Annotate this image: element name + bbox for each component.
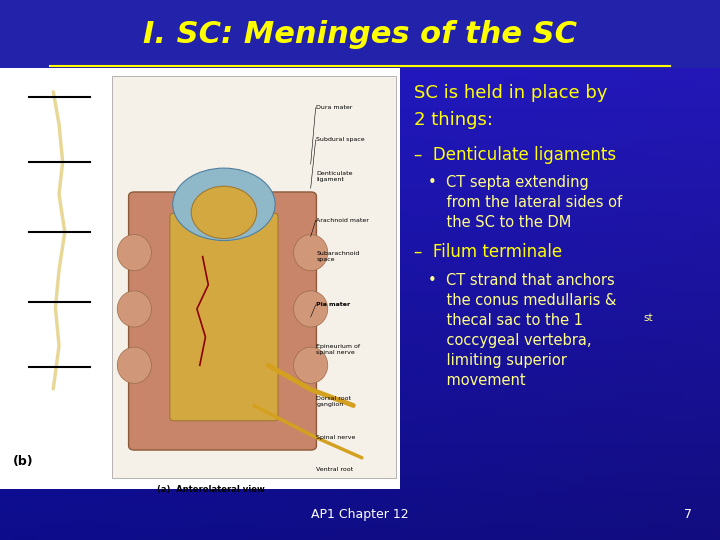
Text: 7: 7: [683, 508, 692, 521]
Ellipse shape: [294, 291, 328, 327]
Ellipse shape: [117, 347, 151, 383]
Text: Spinal nerve: Spinal nerve: [316, 435, 356, 440]
FancyBboxPatch shape: [129, 192, 317, 450]
Text: Subarachnoid
space: Subarachnoid space: [316, 251, 360, 262]
Ellipse shape: [294, 234, 328, 271]
Text: –  Filum terminale: – Filum terminale: [414, 243, 562, 261]
Text: AP1 Chapter 12: AP1 Chapter 12: [311, 508, 409, 521]
Text: movement: movement: [428, 373, 526, 388]
Text: coccygeal vertebra,: coccygeal vertebra,: [428, 333, 592, 348]
Text: 2 things:: 2 things:: [414, 111, 493, 129]
Bar: [112, 76, 396, 478]
Text: (b): (b): [13, 455, 34, 468]
Text: Arachnoid mater: Arachnoid mater: [316, 218, 369, 223]
Ellipse shape: [294, 347, 328, 383]
Text: I. SC: Meninges of the SC: I. SC: Meninges of the SC: [143, 19, 577, 49]
Text: Dura mater: Dura mater: [316, 105, 353, 110]
Ellipse shape: [117, 234, 151, 271]
Text: limiting superior: limiting superior: [428, 353, 567, 368]
Text: (a)  Anterolateral view: (a) Anterolateral view: [157, 485, 265, 494]
Text: thecal sac to the 1: thecal sac to the 1: [428, 313, 583, 328]
Text: –  Denticulate ligaments: – Denticulate ligaments: [414, 146, 616, 164]
Text: Dorsal root
ganglion: Dorsal root ganglion: [316, 396, 351, 407]
Ellipse shape: [117, 291, 151, 327]
Text: Pia mater: Pia mater: [316, 302, 351, 307]
Ellipse shape: [192, 186, 256, 239]
Text: Epineurium of
spinal nerve: Epineurium of spinal nerve: [316, 344, 361, 355]
Text: •  CT septa extending: • CT septa extending: [428, 176, 589, 191]
Text: the conus medullaris &: the conus medullaris &: [428, 293, 617, 308]
Bar: [0, 0, 720, 68]
Text: SC is held in place by: SC is held in place by: [414, 84, 608, 102]
Text: the SC to the DM: the SC to the DM: [428, 215, 572, 231]
FancyBboxPatch shape: [170, 213, 278, 421]
Ellipse shape: [173, 168, 275, 240]
Text: •  CT strand that anchors: • CT strand that anchors: [428, 273, 615, 288]
Text: Denticulate
ligament: Denticulate ligament: [316, 171, 353, 181]
Text: Ventral root: Ventral root: [316, 467, 354, 472]
Text: from the lateral sides of: from the lateral sides of: [428, 195, 623, 211]
Bar: [0, 68, 400, 489]
Text: Subdural space: Subdural space: [316, 138, 365, 143]
Text: st: st: [643, 313, 652, 323]
